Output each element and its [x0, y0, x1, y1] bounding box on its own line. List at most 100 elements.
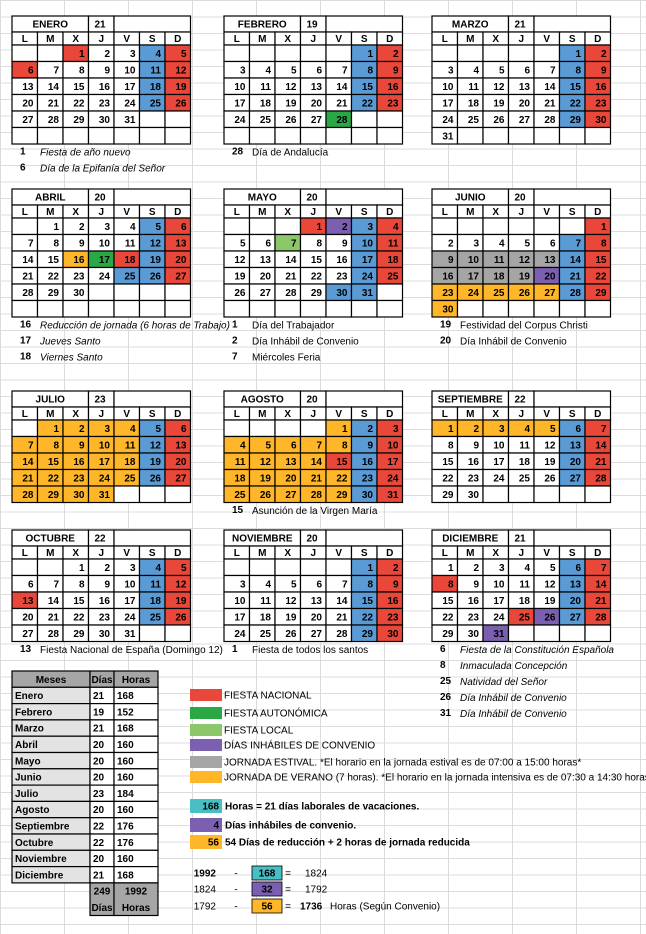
weekday: S	[361, 548, 368, 559]
day-number: 9	[104, 579, 110, 590]
day-number: 6	[28, 65, 34, 76]
day-number: 4	[473, 65, 479, 76]
day-number: 4	[393, 222, 399, 233]
calc-result: 1824	[305, 869, 328, 880]
day-number: 25	[234, 490, 246, 501]
day-cell	[456, 233, 484, 252]
weekday: J	[310, 34, 316, 45]
day-cell	[248, 574, 276, 593]
day-cell	[299, 60, 327, 79]
day-number: 16	[387, 82, 399, 93]
day-cell	[558, 126, 586, 145]
day-number: 15	[442, 596, 454, 607]
day-number: 12	[544, 440, 556, 451]
day-number: 4	[524, 424, 530, 435]
day-cell	[62, 419, 90, 438]
month-name: MARZO	[452, 20, 489, 31]
day-number: 31	[124, 115, 136, 126]
day-number: 3	[367, 222, 373, 233]
day-number: 18	[150, 82, 162, 93]
day-number: 22	[442, 612, 454, 623]
day-cell	[113, 419, 141, 438]
day-cell	[482, 60, 510, 79]
day-number: 16	[99, 82, 111, 93]
day-cell	[138, 624, 166, 643]
day-number: 30	[468, 629, 480, 640]
day-cell	[533, 485, 561, 504]
day-cell	[164, 44, 192, 63]
day-cell	[350, 44, 378, 63]
day-cell	[507, 558, 535, 577]
day-cell	[507, 624, 535, 643]
note-day: 31	[440, 708, 452, 719]
weekday: X	[72, 409, 79, 420]
day-cell	[274, 44, 302, 63]
day-number: 23	[387, 98, 399, 109]
day-number: 12	[150, 440, 162, 451]
day-number: 28	[544, 115, 556, 126]
month-name: MAYO	[248, 193, 277, 204]
legend-text: FIESTA LOCAL	[224, 726, 294, 737]
table-value: 184	[117, 789, 134, 800]
day-number: 10	[493, 440, 505, 451]
day-number: 16	[362, 457, 374, 468]
day-number: 14	[336, 82, 348, 93]
day-cell	[299, 435, 327, 454]
table-header: Horas	[122, 675, 151, 686]
day-number: 13	[544, 255, 556, 266]
day-number: 2	[393, 49, 399, 60]
day-number: 7	[291, 238, 297, 249]
calc-a: 1824	[194, 885, 217, 896]
day-cell	[584, 624, 612, 643]
day-number: 9	[448, 255, 454, 266]
day-number: 29	[48, 490, 60, 501]
day-cell	[248, 126, 276, 145]
day-number: 27	[519, 115, 531, 126]
day-number: 10	[234, 596, 246, 607]
weekday: L	[234, 409, 240, 420]
summary-swatch	[190, 799, 222, 813]
day-cell	[36, 126, 64, 145]
day-number: 12	[175, 65, 187, 76]
day-cell	[533, 60, 561, 79]
day-cell	[376, 419, 404, 438]
day-number: 13	[22, 82, 34, 93]
day-cell	[274, 574, 302, 593]
day-cell	[223, 126, 251, 145]
day-cell	[507, 299, 535, 318]
day-number: 22	[336, 473, 348, 484]
day-cell	[456, 126, 484, 145]
day-number: 21	[22, 271, 34, 282]
day-number: 16	[468, 596, 480, 607]
weekday: J	[518, 34, 524, 45]
calc-b: 32	[261, 885, 273, 896]
weekday: X	[72, 34, 79, 45]
day-number: 9	[601, 65, 607, 76]
weekday: S	[569, 548, 576, 559]
calc-a: 1792	[194, 902, 217, 913]
day-cell	[376, 217, 404, 236]
day-number: 12	[260, 457, 272, 468]
weekday: D	[174, 207, 181, 218]
day-number: 4	[130, 222, 136, 233]
day-number: 10	[468, 255, 480, 266]
weekday: J	[518, 207, 524, 218]
day-cell	[299, 233, 327, 252]
day-number: 24	[124, 98, 136, 109]
month-days: 22	[515, 395, 527, 406]
day-number: 26	[544, 473, 556, 484]
day-number: 10	[234, 82, 246, 93]
day-number: 7	[53, 579, 59, 590]
day-number: 13	[175, 238, 187, 249]
day-number: 14	[570, 255, 582, 266]
day-number: 3	[104, 222, 110, 233]
day-cell	[113, 283, 141, 302]
day-cell	[11, 574, 39, 593]
weekday: M	[46, 409, 54, 420]
day-cell	[113, 126, 141, 145]
day-number: 18	[519, 596, 531, 607]
day-cell	[164, 485, 192, 504]
day-cell	[87, 217, 115, 236]
day-number: 18	[150, 596, 162, 607]
note-day: 6	[440, 644, 446, 655]
